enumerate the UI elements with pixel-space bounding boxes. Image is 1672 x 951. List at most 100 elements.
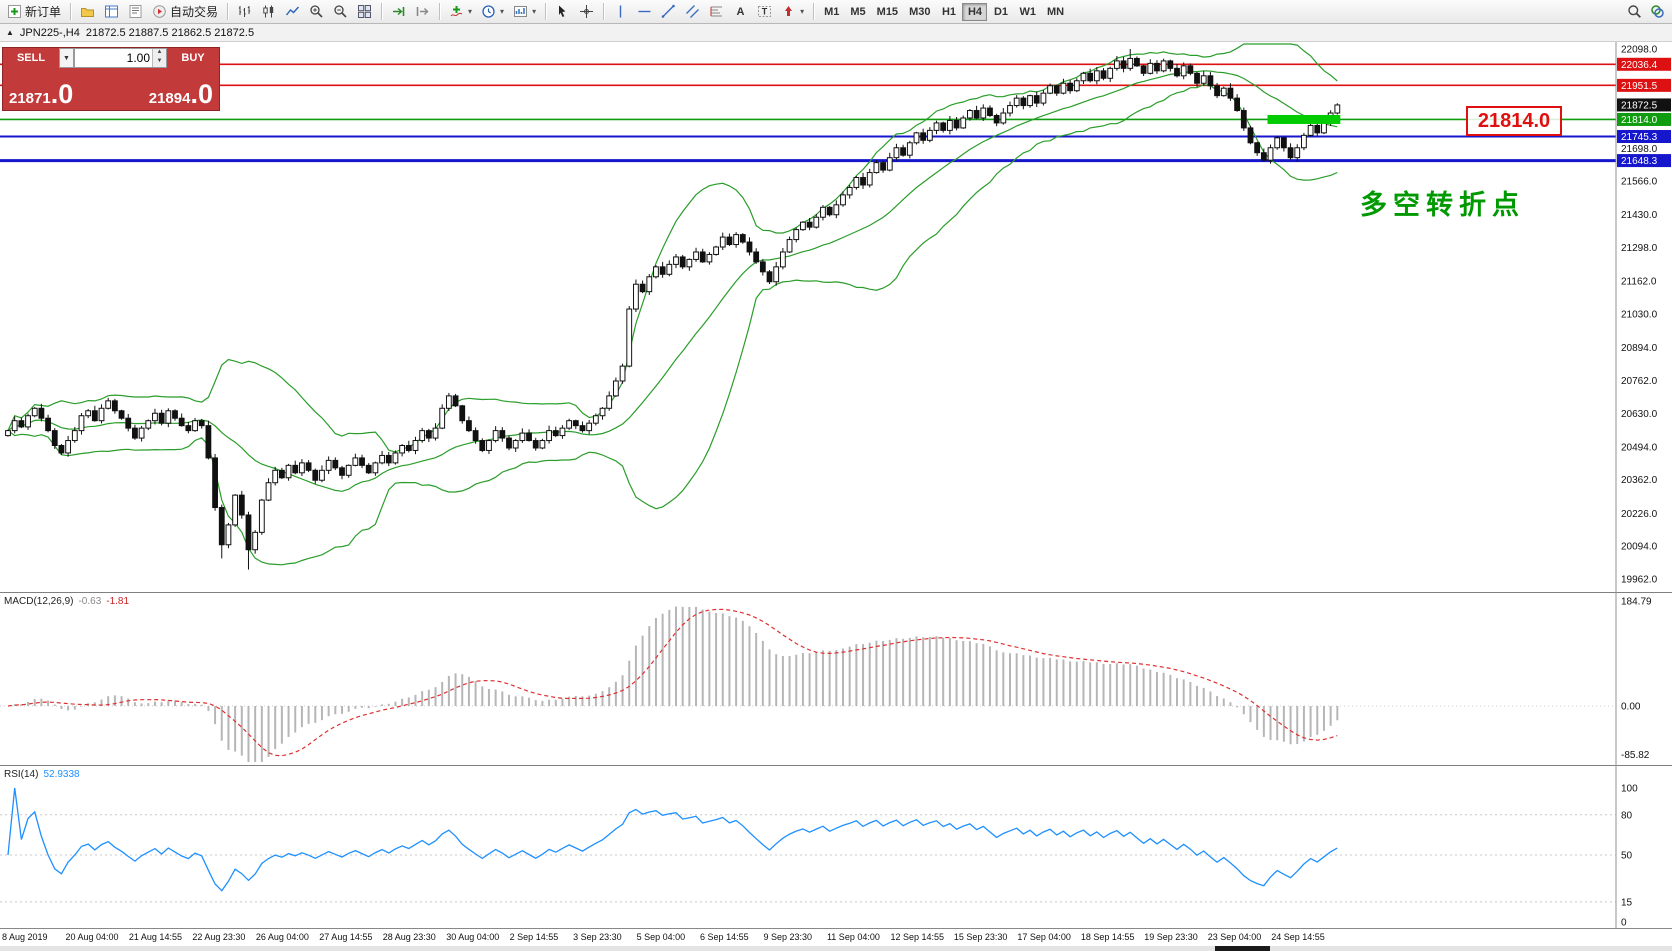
- timeframe-h1-button[interactable]: H1: [936, 3, 961, 21]
- new-order-button[interactable]: 新订单: [3, 2, 65, 22]
- buy-button[interactable]: BUY: [167, 48, 219, 68]
- zoom-in-button[interactable]: [305, 2, 328, 22]
- vertical-line-button[interactable]: [609, 2, 632, 22]
- data-window-button[interactable]: [124, 2, 147, 22]
- marketwatch-icon: [104, 4, 119, 19]
- svg-text:20630.0: 20630.0: [1621, 409, 1658, 420]
- timeframe-d1-button[interactable]: D1: [988, 3, 1013, 21]
- time-axis-label: 3 Sep 23:30: [573, 932, 622, 942]
- crosshair-button[interactable]: [575, 2, 598, 22]
- fibonacci-button[interactable]: [705, 2, 728, 22]
- market-watch-button[interactable]: [100, 2, 123, 22]
- one-click-trading-panel: SELL ▼ ▲ ▼ BUY 21871.0 21894.0: [2, 47, 220, 111]
- sell-price-main: 21871: [9, 90, 51, 107]
- timeframe-w1-button[interactable]: W1: [1014, 3, 1041, 21]
- timeframe-m15-button[interactable]: M15: [872, 3, 903, 21]
- volume-dropdown-button[interactable]: ▼: [59, 48, 74, 68]
- svg-text:21298.0: 21298.0: [1621, 243, 1658, 254]
- scrollbar-thumb[interactable]: [1215, 946, 1270, 951]
- buy-price[interactable]: 21894.0: [148, 81, 213, 110]
- svg-text:20494.0: 20494.0: [1621, 442, 1658, 453]
- time-axis-label: 30 Aug 04:00: [446, 932, 500, 942]
- templates-button[interactable]: ▾: [509, 2, 540, 22]
- horizontal-scrollbar[interactable]: [0, 946, 1672, 951]
- time-axis-label: 17 Sep 04:00: [1017, 932, 1071, 942]
- svg-text:80: 80: [1621, 810, 1633, 821]
- rsi-label: RSI(14) 52.9338: [4, 769, 80, 780]
- svg-text:21872.5: 21872.5: [1621, 100, 1658, 111]
- templates-icon: [513, 4, 528, 19]
- textlabel-icon: A: [733, 4, 748, 19]
- zoom-out-button[interactable]: [329, 2, 352, 22]
- one-click-top-row: SELL ▼ ▲ ▼ BUY: [3, 48, 219, 68]
- neworder-icon: [7, 4, 22, 19]
- sell-button[interactable]: SELL: [3, 48, 59, 68]
- line-chart-button[interactable]: [281, 2, 304, 22]
- svg-text:21814.0: 21814.0: [1621, 115, 1658, 126]
- indicators-button[interactable]: ▾: [445, 2, 476, 22]
- svg-text:0.00: 0.00: [1621, 702, 1641, 713]
- svg-text:20094.0: 20094.0: [1621, 542, 1658, 553]
- tile-windows-button[interactable]: [353, 2, 376, 22]
- svg-text:21745.3: 21745.3: [1621, 132, 1658, 143]
- volume-input[interactable]: [75, 49, 152, 67]
- timeframe-mn-button[interactable]: MN: [1042, 3, 1069, 21]
- trendline-button[interactable]: [657, 2, 680, 22]
- search-button[interactable]: [1623, 2, 1646, 22]
- toolbar-separator: [603, 3, 605, 20]
- toolbar-separator: [381, 3, 383, 20]
- community-button[interactable]: [1646, 2, 1669, 22]
- channel-icon: [685, 4, 700, 19]
- textframe-icon: T: [757, 4, 772, 19]
- time-axis-label: 2 Sep 14:55: [509, 932, 559, 942]
- svg-text:184.79: 184.79: [1621, 597, 1652, 608]
- autotrading-button[interactable]: 自动交易: [148, 2, 222, 22]
- toolbar-separator: [439, 3, 441, 20]
- price-callout-box[interactable]: 21814.0: [1466, 106, 1562, 136]
- price-chart-canvas[interactable]: 22098.0 21698.0 21566.0 21430.0 21298.0 21162…: [0, 42, 1672, 592]
- main-toolbar: 新订单 自动交易 ▾ ▾ ▾ A T ▾ M1 M5 M15 M30 H1 H4 D1 W1 MN: [0, 0, 1672, 24]
- timeframe-h4-button[interactable]: H4: [962, 2, 988, 21]
- time-axis-label: 8 Aug 2019: [2, 932, 48, 942]
- svg-text:21648.3: 21648.3: [1621, 156, 1658, 167]
- equidistant-channel-button[interactable]: [681, 2, 704, 22]
- auto-scroll-button[interactable]: [387, 2, 410, 22]
- text-label-button[interactable]: T: [753, 2, 776, 22]
- timeframe-m30-button[interactable]: M30: [904, 3, 935, 21]
- text-button[interactable]: A: [729, 2, 752, 22]
- spinner-up-icon[interactable]: ▲: [153, 49, 166, 58]
- chevron-down-icon: ▼: [63, 54, 70, 62]
- spinner-down-icon[interactable]: ▼: [153, 58, 166, 67]
- zoomin-icon: [309, 4, 324, 19]
- time-axis-label: 11 Sep 04:00: [826, 932, 880, 942]
- time-axis[interactable]: 8 Aug 2019 20 Aug 04:00 21 Aug 14:55 22 Aug…: [0, 928, 1672, 947]
- macd-value: -0.63: [78, 596, 102, 607]
- time-axis-label: 19 Sep 23:30: [1144, 932, 1198, 942]
- turning-point-note[interactable]: 多空转折点: [1360, 190, 1525, 220]
- horizontal-line-button[interactable]: [633, 2, 656, 22]
- buy-price-main: 21894: [148, 90, 191, 107]
- periods-button[interactable]: ▾: [477, 2, 508, 22]
- search-icon: [1627, 4, 1642, 19]
- svg-text:21698.0: 21698.0: [1621, 144, 1658, 155]
- sell-price[interactable]: 21871.0: [9, 81, 73, 110]
- bar-chart-button[interactable]: [233, 2, 256, 22]
- macd-indicator-canvas[interactable]: 184.79 0.00 -85.82: [0, 592, 1672, 765]
- cursor-icon: [555, 4, 570, 19]
- one-click-prices-row: 21871.0 21894.0: [3, 68, 219, 110]
- profiles-button[interactable]: [76, 2, 99, 22]
- candlestick-chart-button[interactable]: [257, 2, 280, 22]
- arrows-button[interactable]: ▾: [777, 2, 808, 22]
- chartshift-icon: [415, 4, 430, 19]
- chevron-down-icon: ▾: [468, 7, 473, 16]
- svg-text:20226.0: 20226.0: [1621, 509, 1658, 520]
- timeframe-m5-button[interactable]: M5: [845, 3, 870, 21]
- cursor-button[interactable]: [551, 2, 574, 22]
- svg-text:100: 100: [1621, 784, 1638, 795]
- chart-shift-button[interactable]: [411, 2, 434, 22]
- vline-icon: [613, 4, 628, 19]
- tile-icon: [357, 4, 372, 19]
- timeframe-m1-button[interactable]: M1: [819, 3, 844, 21]
- rsi-indicator-canvas[interactable]: 100 80 50 15 0: [0, 765, 1672, 928]
